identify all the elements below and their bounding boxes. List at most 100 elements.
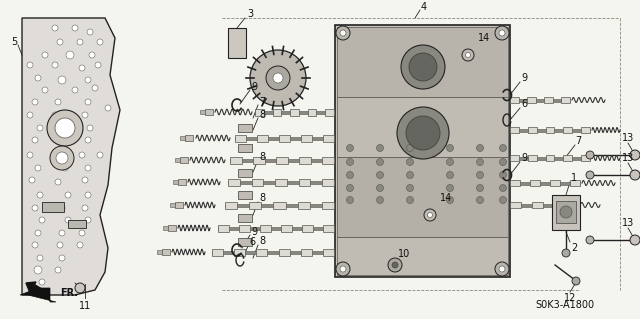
Circle shape <box>59 255 65 261</box>
Bar <box>279 135 290 142</box>
Bar <box>162 249 170 255</box>
Circle shape <box>27 62 33 68</box>
Bar <box>212 249 223 256</box>
Bar <box>225 204 334 207</box>
Circle shape <box>87 125 93 131</box>
Bar <box>545 127 554 133</box>
Circle shape <box>586 151 594 159</box>
Bar <box>581 127 590 133</box>
Bar <box>180 157 188 163</box>
Bar <box>252 179 263 186</box>
Circle shape <box>376 172 383 179</box>
Bar <box>532 202 543 208</box>
Circle shape <box>59 205 65 211</box>
Bar <box>300 157 311 164</box>
Bar <box>323 135 334 142</box>
Circle shape <box>336 26 350 40</box>
Circle shape <box>477 197 483 204</box>
Circle shape <box>465 53 470 57</box>
Circle shape <box>428 212 433 218</box>
Bar <box>175 158 180 162</box>
Bar <box>170 203 175 207</box>
Text: 8: 8 <box>259 236 265 246</box>
Circle shape <box>392 262 398 268</box>
Bar <box>173 180 178 184</box>
Text: 9: 9 <box>251 227 257 237</box>
Circle shape <box>89 52 95 58</box>
Circle shape <box>42 87 48 93</box>
Text: 4: 4 <box>421 2 427 12</box>
Circle shape <box>340 30 346 36</box>
Bar <box>301 249 312 256</box>
Bar <box>239 225 250 232</box>
Circle shape <box>37 255 43 261</box>
Text: 9: 9 <box>251 82 257 92</box>
Circle shape <box>560 206 572 218</box>
Circle shape <box>27 112 33 118</box>
FancyArrow shape <box>26 282 47 298</box>
Circle shape <box>77 242 83 248</box>
Circle shape <box>85 192 91 198</box>
Bar <box>230 159 334 162</box>
Bar <box>308 109 316 116</box>
Text: 9: 9 <box>521 153 527 163</box>
Bar <box>249 202 261 209</box>
Bar <box>238 238 252 246</box>
Circle shape <box>56 152 68 164</box>
Circle shape <box>250 50 306 106</box>
Circle shape <box>499 145 506 152</box>
Bar <box>234 249 245 256</box>
Bar <box>273 109 282 116</box>
Bar <box>530 180 540 186</box>
Circle shape <box>406 116 440 150</box>
Circle shape <box>57 39 63 45</box>
Circle shape <box>462 49 474 61</box>
Bar <box>218 225 228 232</box>
Circle shape <box>346 197 353 204</box>
Circle shape <box>447 197 454 204</box>
Circle shape <box>75 283 85 293</box>
Circle shape <box>499 159 506 166</box>
Circle shape <box>376 197 383 204</box>
Bar <box>335 25 510 277</box>
Circle shape <box>409 53 437 81</box>
Circle shape <box>47 110 83 146</box>
Bar <box>563 155 572 161</box>
Bar <box>157 250 162 254</box>
Text: 9: 9 <box>521 73 527 83</box>
Circle shape <box>37 192 43 198</box>
Bar <box>552 195 580 230</box>
Circle shape <box>52 112 58 118</box>
Bar <box>570 180 580 186</box>
Bar <box>528 155 537 161</box>
Circle shape <box>34 266 42 274</box>
Circle shape <box>273 73 283 83</box>
Circle shape <box>85 217 91 223</box>
Bar <box>337 237 508 275</box>
Circle shape <box>499 266 505 272</box>
Bar <box>510 99 570 102</box>
Bar <box>238 124 252 132</box>
Bar <box>255 109 264 116</box>
Bar <box>200 110 205 114</box>
Bar <box>510 204 565 207</box>
Polygon shape <box>22 18 120 295</box>
Circle shape <box>424 209 436 221</box>
Bar <box>238 214 252 222</box>
Circle shape <box>62 165 68 171</box>
Circle shape <box>105 105 111 111</box>
Text: 12: 12 <box>564 293 576 303</box>
Circle shape <box>499 30 505 36</box>
Bar <box>298 202 310 209</box>
Circle shape <box>495 262 509 276</box>
Text: 3: 3 <box>247 9 253 19</box>
Bar <box>180 136 185 140</box>
Bar <box>205 109 213 115</box>
Bar <box>563 127 572 133</box>
Text: 6: 6 <box>521 99 527 109</box>
Text: 7: 7 <box>575 136 581 146</box>
Circle shape <box>397 107 449 159</box>
Bar <box>323 249 334 256</box>
Bar <box>273 202 285 209</box>
Circle shape <box>346 184 353 191</box>
